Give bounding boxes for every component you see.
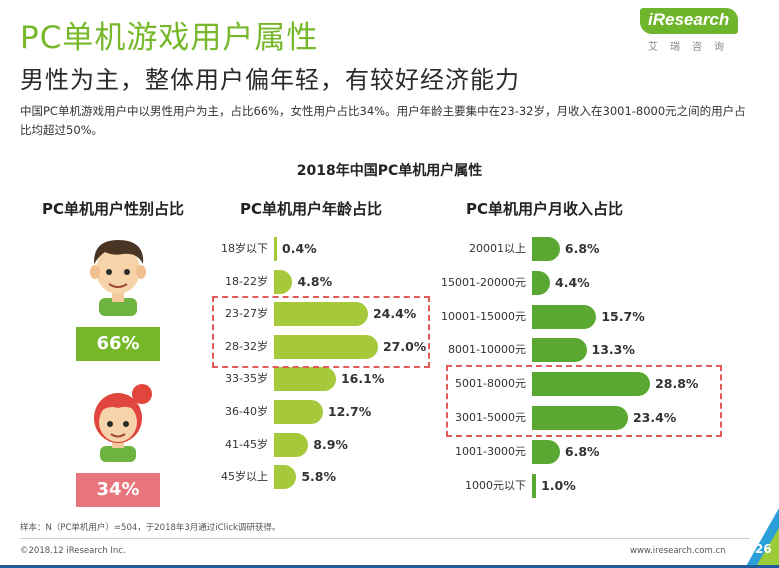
income-bar — [532, 406, 628, 430]
age-bar — [274, 432, 309, 457]
age-bar — [274, 269, 293, 294]
page-subtitle: 男性为主，整体用户偏年轻，有较好经济能力 — [20, 66, 520, 94]
copyright-text: ©2018.12 iResearch Inc. — [20, 546, 126, 556]
logo-badge — [640, 8, 738, 34]
male-percentage: 66% — [76, 327, 160, 361]
income-value: 23.4% — [632, 410, 677, 425]
bottom-rule — [0, 565, 779, 568]
page-number: 26 — [755, 542, 772, 556]
page-corner-shape — [745, 508, 779, 568]
income-row: 1000元以下 1.0% — [0, 473, 779, 499]
age-row: 33-35岁 16.1% — [0, 366, 779, 392]
female-avatar-icon — [94, 384, 152, 462]
age-row: 18-22岁 4.8% — [0, 269, 779, 295]
income-label: 8001-10000元 — [448, 343, 526, 357]
age-row: 23-27岁 24.4% — [0, 301, 779, 327]
income-label: 15001-20000元 — [441, 275, 526, 289]
age-label: 36-40岁 — [225, 405, 268, 418]
age-bar — [274, 334, 378, 359]
income-label: 10001-15000元 — [441, 309, 526, 323]
income-heading: PC单机用户月收入占比 — [466, 200, 624, 218]
income-label: 5001-8000元 — [455, 377, 526, 391]
age-label: 18-22岁 — [225, 274, 268, 288]
income-bar — [532, 270, 551, 295]
sample-note: 样本：N（PC单机用户）=504，于2018年3月通过iClick调研获得。 — [20, 523, 281, 533]
income-row: 15001-20000元 4.4% — [0, 270, 779, 296]
gender-heading: PC单机用户性别占比 — [42, 200, 185, 218]
income-value: 1.0% — [541, 477, 576, 493]
footer-url: www.iresearch.com.cn — [630, 546, 726, 556]
income-bar — [532, 338, 587, 363]
age-label: 23-27岁 — [225, 307, 268, 321]
income-row: 3001-5000元 23.4% — [0, 405, 779, 431]
income-bar — [532, 439, 560, 464]
age-bar — [274, 367, 336, 392]
logo-brand-text: iResearch — [648, 10, 730, 29]
age-row: 28-32岁 27.0% — [0, 334, 779, 360]
age-row: 45岁以上 5.8% — [0, 464, 779, 490]
age-bar — [274, 237, 277, 261]
age-bar — [274, 400, 323, 424]
age-value: 8.9% — [313, 436, 348, 452]
age-value: 4.8% — [297, 273, 333, 289]
chart-section-title: 2018年中国PC单机用户属性 — [296, 163, 483, 179]
income-value: 6.8% — [564, 241, 600, 256]
age-label: 18岁以下 — [221, 242, 268, 255]
income-label: 1000元以下 — [465, 478, 526, 492]
footer-divider — [20, 538, 750, 539]
income-label: 3001-5000元 — [455, 411, 526, 424]
income-bar — [532, 237, 560, 261]
age-row: 18岁以下 0.4% — [0, 236, 779, 262]
income-row: 10001-15000元 15.7% — [0, 304, 779, 330]
age-value: 27.0% — [382, 338, 427, 354]
age-label: 45岁以上 — [221, 470, 268, 484]
description-text: 中国PC单机游戏用户中以男性用户为主，占比66%，女性用户占比34%。用户年龄主… — [20, 104, 746, 137]
age-value: 12.7% — [327, 404, 372, 419]
female-percentage: 34% — [76, 473, 160, 507]
income-value: 6.8% — [564, 443, 600, 459]
page-title: PC单机游戏用户属性 — [20, 20, 319, 56]
income-bar — [532, 473, 537, 498]
male-avatar-icon — [90, 240, 146, 316]
income-row: 1001-3000元 6.8% — [0, 439, 779, 465]
age-bar — [274, 302, 368, 327]
logo-cn-text: 艾瑞咨询 — [648, 42, 736, 53]
age-label: 41-45岁 — [225, 437, 268, 451]
age-value: 24.4% — [372, 306, 417, 322]
income-label: 20001以上 — [469, 242, 526, 255]
age-row: 36-40岁 12.7% — [0, 399, 779, 425]
age-highlight-box — [212, 296, 430, 368]
income-highlight-box — [446, 365, 722, 437]
income-bar — [532, 372, 651, 397]
income-row: 20001以上 6.8% — [0, 236, 779, 262]
income-row: 5001-8000元 28.8% — [0, 371, 779, 397]
income-value: 13.3% — [591, 342, 635, 358]
age-value: 5.8% — [301, 469, 336, 485]
iresearch-logo: iResearch 艾瑞咨询 — [636, 8, 740, 53]
income-value: 28.8% — [655, 376, 699, 392]
age-bar — [274, 465, 297, 490]
age-row: 41-45岁 8.9% — [0, 432, 779, 458]
income-label: 1001-3000元 — [455, 444, 526, 458]
income-bar — [532, 304, 597, 329]
age-label: 28-32岁 — [225, 339, 268, 353]
age-value: 16.1% — [340, 371, 385, 387]
age-value: 0.4% — [282, 241, 317, 256]
age-label: 33-35岁 — [225, 372, 268, 386]
income-row: 8001-10000元 13.3% — [0, 337, 779, 363]
age-heading: PC单机用户年龄占比 — [240, 200, 383, 218]
income-value: 4.4% — [555, 274, 590, 290]
income-value: 15.7% — [601, 308, 645, 324]
